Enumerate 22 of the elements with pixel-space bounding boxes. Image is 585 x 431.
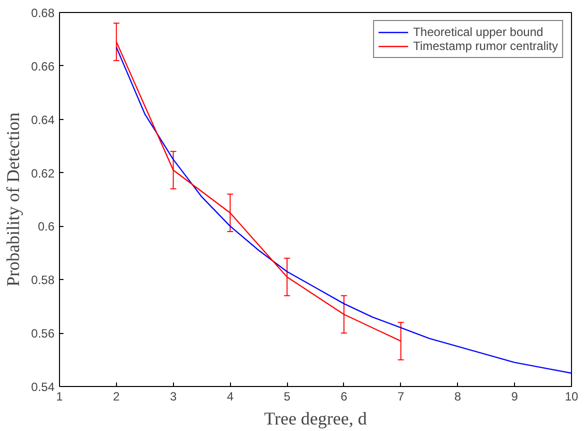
x-tick-label: 9	[511, 390, 518, 404]
x-tick-label: 2	[113, 390, 120, 404]
y-tick-label: 0.62	[31, 166, 55, 180]
y-tick-label: 0.58	[31, 273, 55, 288]
y-tick-label: 0.6	[38, 220, 55, 234]
legend-label: Timestamp rumor centrality	[413, 39, 558, 53]
y-tick-label: 0.56	[31, 326, 55, 341]
x-tick-label: 3	[170, 390, 177, 404]
x-tick-label: 4	[226, 390, 234, 404]
x-tick-label: 6	[340, 390, 348, 404]
x-tick-label: 1	[56, 390, 64, 404]
y-tick-label: 0.54	[31, 380, 55, 394]
y-tick-label: 0.66	[31, 59, 55, 74]
y-tick-label: 0.64	[31, 112, 55, 127]
y-axis-title: Probability of Detection	[3, 112, 24, 286]
x-tick-label: 10	[564, 390, 578, 404]
x-tick-label: 7	[397, 390, 404, 404]
legend-label: Theoretical upper bound	[413, 25, 544, 39]
x-tick-label: 5	[284, 390, 291, 404]
y-tick-label: 0.68	[31, 6, 55, 20]
x-axis-title: Tree degree, d	[264, 408, 367, 428]
x-tick-label: 8	[454, 390, 462, 404]
